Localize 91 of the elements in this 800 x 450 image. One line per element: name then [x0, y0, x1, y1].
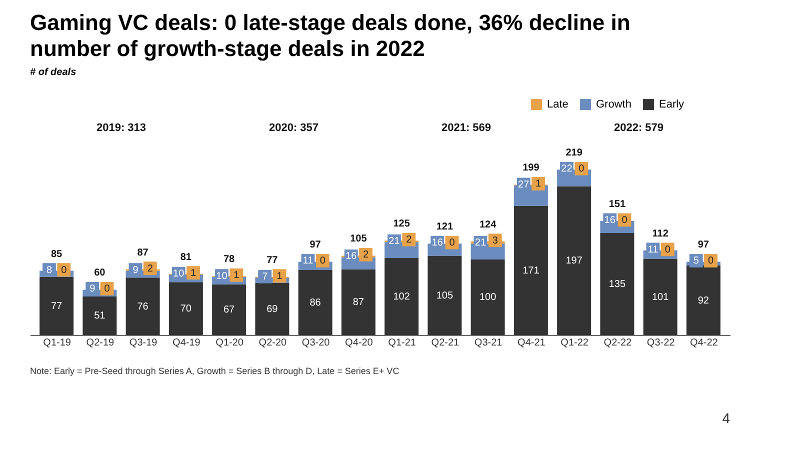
total-label: 105 — [350, 234, 368, 245]
data-label: 5 — [693, 256, 700, 267]
chart-subtitle: # of deals — [30, 67, 77, 78]
data-label: 22 — [561, 164, 573, 175]
total-label: 199 — [522, 162, 540, 174]
total-label: 97 — [698, 240, 710, 251]
data-label: 2 — [362, 250, 369, 261]
data-label: 11 — [648, 244, 659, 256]
data-label: 0 — [320, 256, 326, 267]
x-tick-label: Q1-20 — [216, 338, 244, 348]
data-label: 0 — [104, 284, 110, 295]
data-label: 8 — [46, 264, 52, 276]
legend-label: Growth — [596, 98, 632, 111]
total-label: 112 — [652, 228, 669, 240]
data-label: 102 — [393, 291, 410, 302]
data-label: 10 — [173, 268, 185, 280]
data-label: 9 — [132, 264, 139, 276]
data-label: 1 — [234, 270, 240, 282]
data-label: 7 — [262, 272, 268, 283]
text: 2020: 357 — [268, 122, 319, 134]
data-label: 9 — [90, 284, 96, 295]
total-label: 81 — [180, 252, 192, 263]
data-label: 3 — [492, 235, 498, 246]
x-tick-label: Q3-20 — [302, 338, 330, 348]
data-label: 1 — [276, 270, 283, 282]
x-tick-label: Q1-19 — [43, 338, 72, 348]
total-label: 87 — [137, 247, 149, 258]
data-label: 0 — [708, 256, 714, 267]
x-tick-label: Q2-22 — [604, 338, 632, 348]
data-label: 27 — [518, 179, 530, 190]
x-tick-label: Q1-22 — [560, 338, 589, 348]
data-label: 2 — [406, 234, 412, 246]
text: 2021: 569 — [441, 122, 492, 134]
data-label: 105 — [436, 290, 454, 302]
data-label: 0 — [622, 214, 628, 226]
text: 2019: 313 — [96, 122, 146, 134]
data-label: 0 — [578, 164, 585, 175]
x-tick-label: Q3-19 — [129, 338, 158, 348]
data-label: 21 — [388, 236, 400, 248]
data-label: 135 — [608, 279, 626, 290]
legend-label: Late — [547, 98, 568, 111]
total-label: 97 — [310, 240, 322, 251]
total-label: 219 — [566, 148, 583, 159]
x-tick-label: Q3-21 — [474, 338, 503, 348]
x-tick-label: Q2-21 — [431, 338, 460, 348]
data-label: 11 — [302, 256, 314, 267]
data-label: 101 — [652, 292, 670, 303]
data-label: 16 — [432, 238, 444, 249]
chart-title: Gaming VC deals: 0 late-stage deals done, 36% decline in number of growth-stage deals in 2022 — [30, 10, 630, 61]
data-label: 171 — [522, 265, 540, 276]
data-label: 16 — [604, 214, 616, 226]
data-label: 10 — [216, 270, 228, 282]
data-label: 1 — [190, 268, 196, 279]
data-label: 21 — [474, 238, 486, 249]
data-label: 87 — [352, 297, 364, 308]
data-label: 0 — [449, 238, 456, 249]
x-tick-label: Q2-20 — [258, 338, 288, 348]
data-label: 0 — [664, 244, 671, 256]
data-label: 77 — [51, 300, 63, 312]
legend-label: Early — [659, 98, 685, 111]
data-label: 16 — [346, 251, 358, 262]
text: 4 — [722, 410, 730, 426]
total-label: 78 — [224, 254, 236, 266]
data-label: 1 — [535, 178, 542, 190]
data-label: 86 — [310, 298, 322, 309]
data-label: 76 — [137, 301, 149, 312]
x-tick-label: Q3-22 — [646, 338, 676, 348]
data-label: 67 — [224, 304, 236, 316]
total-label: 151 — [608, 198, 626, 210]
text: 2022: 579 — [614, 122, 664, 134]
x-tick-label: Q2-19 — [86, 338, 115, 348]
text: Note: Early = Pre-Seed through Series A, Growth = Series B through D, Late = Series E+ VC — [30, 366, 400, 376]
total-label: 77 — [266, 254, 278, 266]
total-label: 60 — [94, 268, 106, 279]
data-label: 100 — [479, 292, 497, 304]
total-label: 124 — [479, 219, 497, 230]
data-label: 2 — [147, 263, 154, 274]
total-label: 85 — [51, 248, 63, 260]
data-label: 92 — [698, 295, 710, 306]
data-label: 0 — [61, 264, 68, 276]
data-label: 69 — [266, 304, 278, 315]
data-label: 51 — [94, 310, 106, 322]
x-tick-label: Q4-20 — [345, 338, 374, 348]
total-label: 121 — [436, 222, 454, 233]
x-tick-label: Q1-21 — [388, 338, 416, 348]
data-label: 70 — [180, 304, 192, 315]
total-label: 125 — [393, 218, 410, 230]
x-tick-label: Q4-21 — [518, 338, 546, 348]
x-tick-label: Q4-19 — [172, 338, 201, 348]
data-label: 197 — [566, 256, 583, 267]
x-tick-label: Q4-22 — [690, 338, 718, 348]
